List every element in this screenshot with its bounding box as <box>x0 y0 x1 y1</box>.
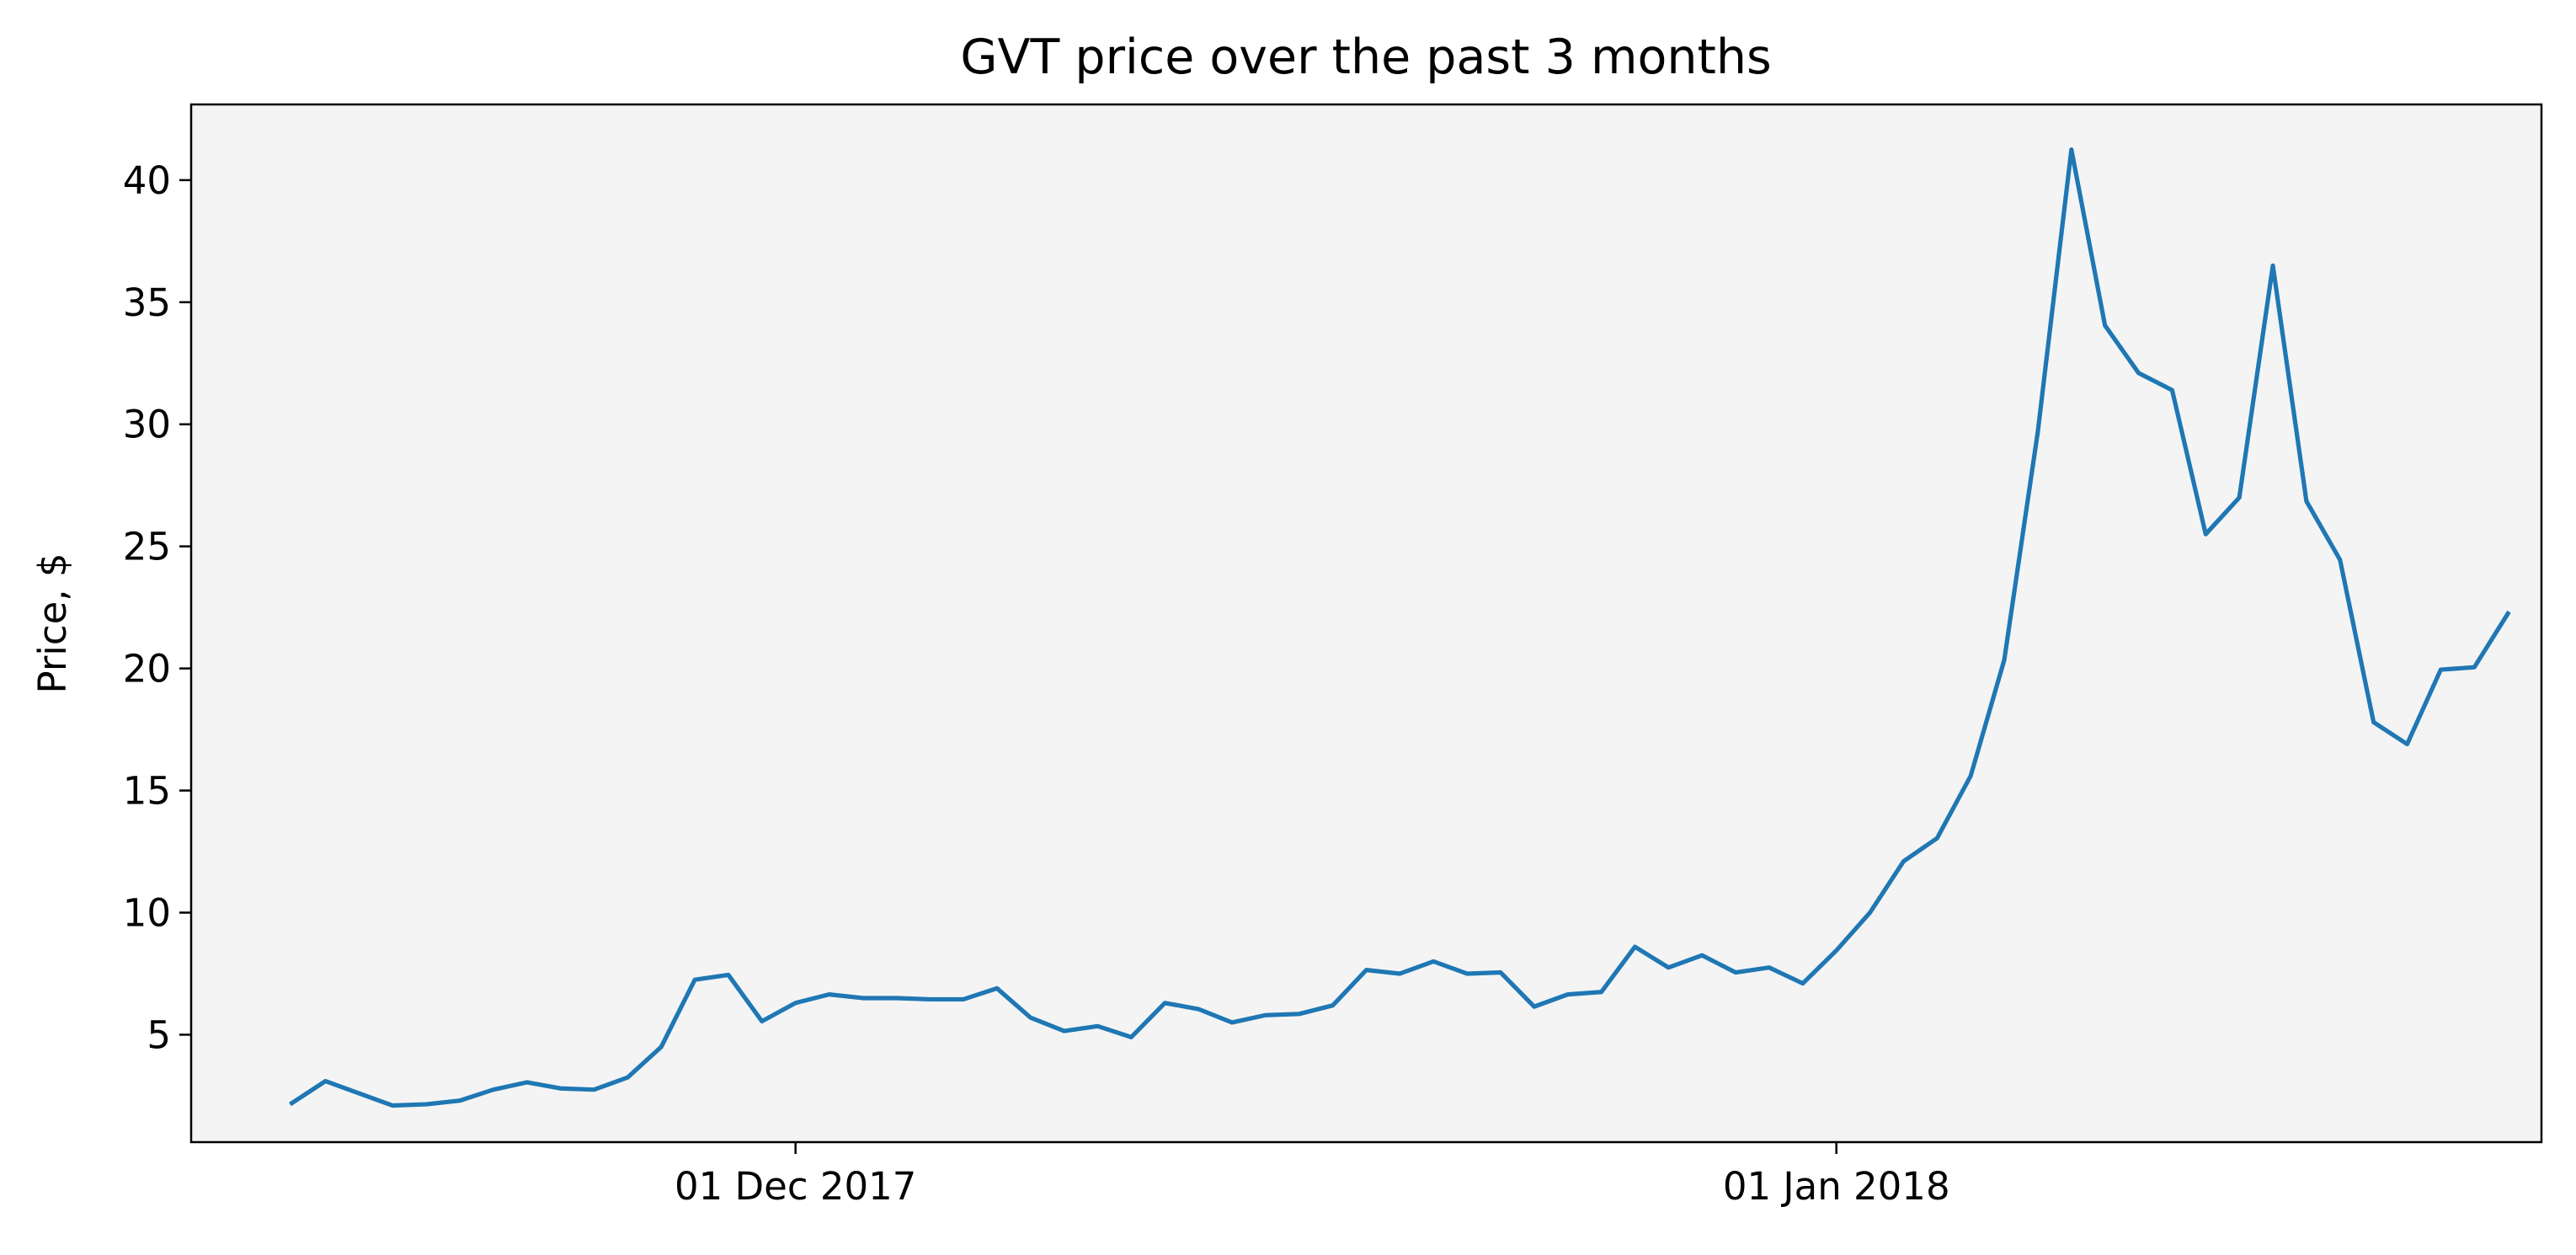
y-tick-label: 35 <box>123 280 171 325</box>
x-tick-label: 01 Jan 2018 <box>1723 1164 1950 1209</box>
y-tick-label: 20 <box>123 647 171 692</box>
y-tick-label: 5 <box>147 1012 171 1057</box>
x-axis-ticks: 01 Dec 2017 01 Jan 2018 <box>675 1142 1950 1209</box>
series-layer <box>289 147 2511 1108</box>
y-tick-label: 25 <box>123 525 171 569</box>
plot-area-background <box>191 104 2541 1142</box>
y-tick-label: 10 <box>123 891 171 936</box>
x-tick-label: 01 Dec 2017 <box>675 1164 916 1209</box>
y-tick-label: 30 <box>123 403 171 447</box>
y-tick-label: 40 <box>123 158 171 203</box>
series-line-0 <box>289 147 2511 1108</box>
y-axis-label: Price, $ <box>30 553 75 693</box>
y-axis-ticks: 5 10 15 20 25 30 35 40 <box>123 158 191 1057</box>
chart-title: GVT price over the past 3 months <box>960 29 1771 85</box>
plot-area-frame <box>189 103 2543 1144</box>
y-tick-label: 15 <box>123 769 171 814</box>
